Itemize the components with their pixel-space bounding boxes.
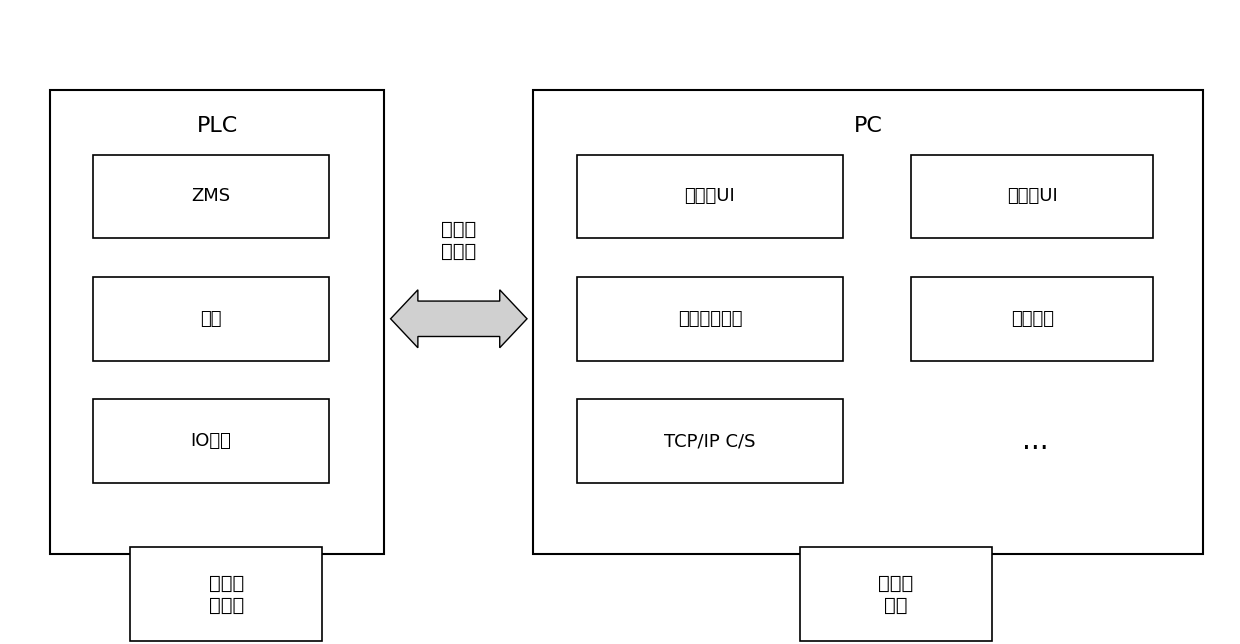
Text: IO处理: IO处理 [191,432,231,450]
Text: 以太网
通信: 以太网 通信 [878,574,914,614]
Bar [50,90,384,554]
Text: 高速数
据交换: 高速数 据交换 [441,220,476,261]
Text: ...: ... [1022,427,1049,455]
Bar [93,277,329,361]
Bar [93,399,329,483]
Polygon shape [391,290,527,348]
Text: ZMS: ZMS [191,187,231,205]
Text: 算法中心: 算法中心 [1011,310,1054,328]
Bar [911,277,1153,361]
Bar [577,277,843,361]
Bar [577,155,843,238]
Text: 现场总
线通信: 现场总 线通信 [208,574,244,614]
Bar [93,155,329,238]
Bar [577,399,843,483]
Text: PC: PC [853,116,883,136]
Bar [533,90,1203,554]
Text: 数据库服务器: 数据库服务器 [677,310,743,328]
Text: TCP/IP C/S: TCP/IP C/S [665,432,755,450]
Bar [800,547,992,641]
Bar [130,547,322,641]
Text: PLC: PLC [196,116,238,136]
Text: 功能: 功能 [200,310,222,328]
Text: 主司钻UI: 主司钻UI [684,187,735,205]
Bar [911,155,1153,238]
Text: 副司钻UI: 副司钻UI [1007,187,1058,205]
